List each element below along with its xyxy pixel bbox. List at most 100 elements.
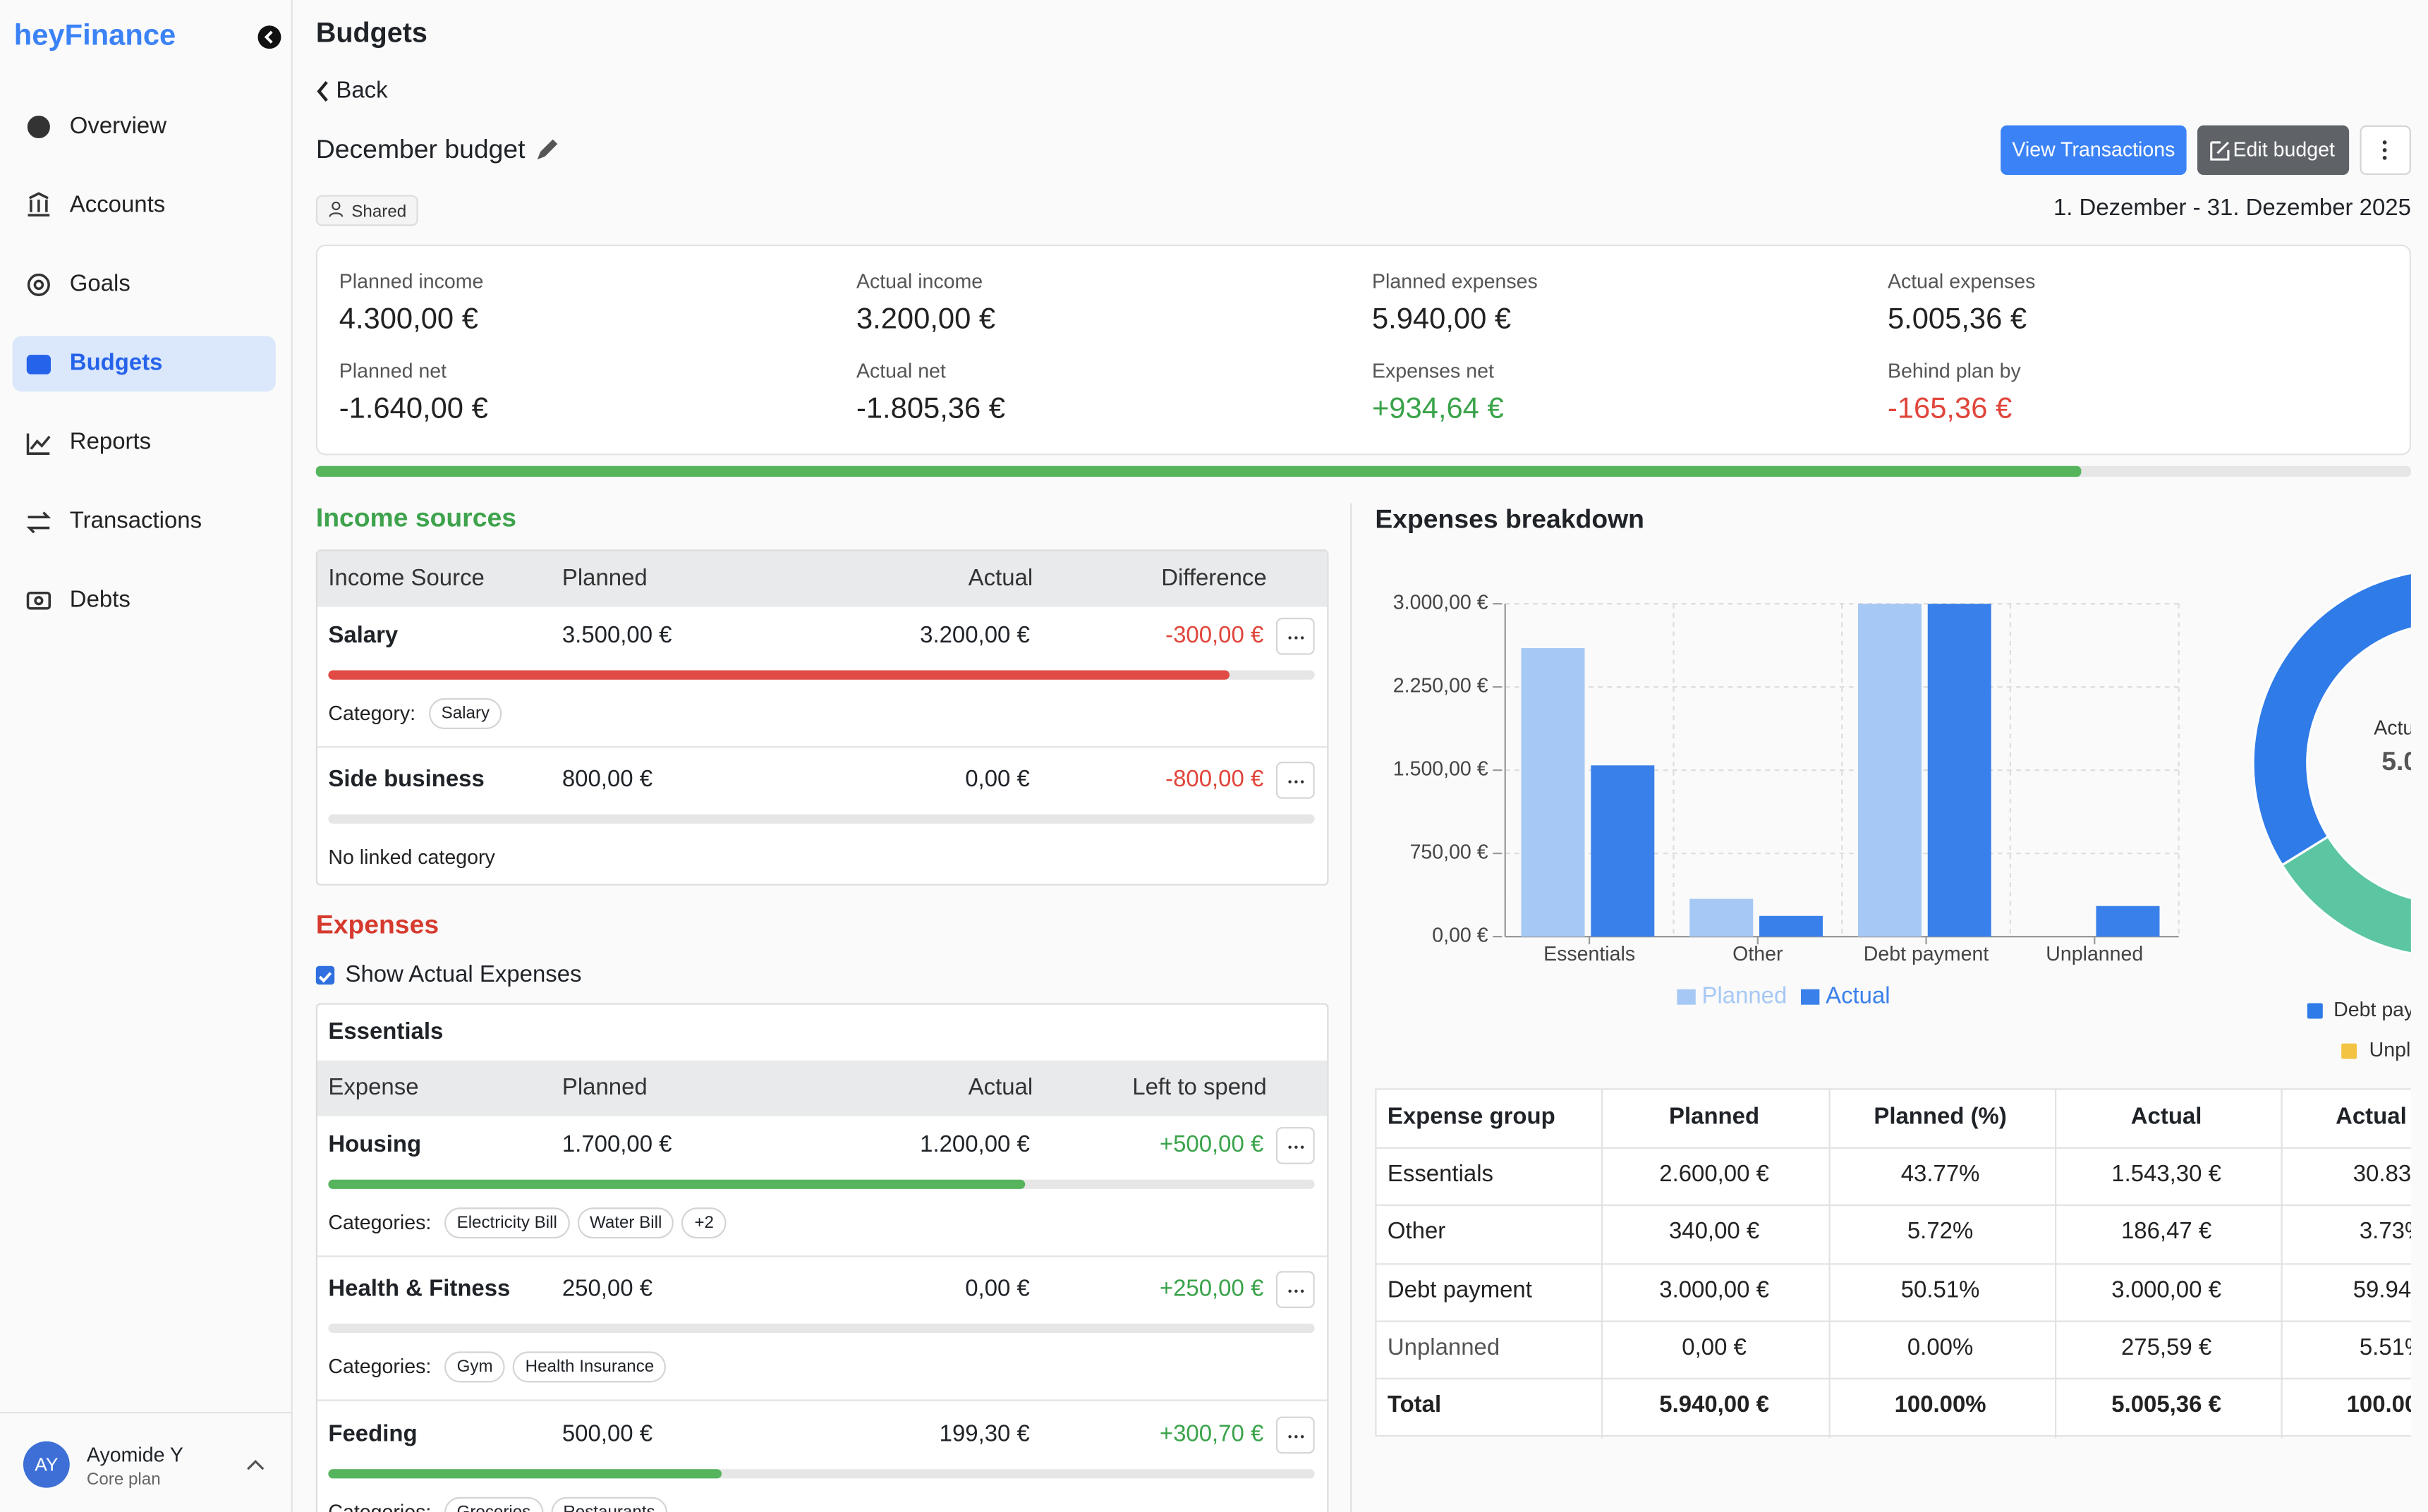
nav-item[interactable]: Overview xyxy=(69,113,167,140)
row-progress xyxy=(328,1469,722,1479)
table-cell: 340,00 € xyxy=(1668,1218,1760,1245)
table-cell: 5.940,00 € xyxy=(1659,1391,1769,1418)
table-cell: 43.77% xyxy=(1900,1161,1980,1188)
column-border xyxy=(1601,1090,1603,1439)
bar xyxy=(1689,898,1754,937)
column-header: Actual xyxy=(968,1074,1033,1101)
bar xyxy=(2096,906,2160,937)
view-transactions-button[interactable]: View Transactions xyxy=(2001,125,2187,176)
nav-item[interactable]: Debts xyxy=(69,586,130,614)
nav-item[interactable]: Transactions xyxy=(69,508,202,535)
row-actual: 1.200,00 € xyxy=(920,1131,1030,1159)
dot xyxy=(1294,780,1298,784)
button-label: View Transactions xyxy=(2012,138,2175,161)
group-title: Essentials xyxy=(328,1018,444,1045)
tag: +2 xyxy=(681,1207,727,1239)
tag: Salary xyxy=(429,698,502,729)
summary-value: -1.805,36 € xyxy=(856,393,1005,426)
table-cell: 5.005,36 € xyxy=(2111,1391,2221,1418)
avatar: AY xyxy=(23,1441,70,1488)
tag: Groceries xyxy=(444,1496,543,1512)
breakdown-table xyxy=(1375,1088,2411,1439)
budget-progress xyxy=(315,465,2082,477)
legend-swatch xyxy=(1677,989,1696,1005)
bar xyxy=(1927,604,1991,937)
tag: Health Insurance xyxy=(513,1351,667,1383)
column-header: Expense xyxy=(328,1074,419,1101)
row-menu-button[interactable] xyxy=(1275,1271,1315,1308)
table-cell: Essentials xyxy=(1387,1161,1493,1188)
row-name: Salary xyxy=(328,622,399,649)
column-border xyxy=(1828,1090,1831,1439)
chart-title: Expenses breakdown xyxy=(1375,504,1644,535)
table-header: Actual xyxy=(2130,1104,2202,1130)
dot xyxy=(1288,1145,1292,1149)
row-difference: -300,00 € xyxy=(1165,622,1264,649)
column-header: Planned xyxy=(562,565,648,592)
y-tick-label: 2.250,00 € xyxy=(1393,675,1488,697)
y-tick-label: 0,00 € xyxy=(1432,925,1488,947)
row-menu-button[interactable] xyxy=(1275,1416,1315,1454)
summary-label: Actual income xyxy=(856,269,983,293)
pencil-icon[interactable] xyxy=(537,139,558,160)
table-cell: 30.83% xyxy=(2353,1161,2411,1188)
show-actual-checkbox[interactable] xyxy=(315,965,335,985)
row-name: Side business xyxy=(328,766,485,793)
row-divider xyxy=(317,746,1328,748)
nav-item[interactable]: Reports xyxy=(69,429,152,456)
shared-badge: Shared xyxy=(315,195,418,226)
summary-value: -1.640,00 € xyxy=(339,393,488,426)
row-menu-button[interactable] xyxy=(1275,762,1315,799)
table-header xyxy=(317,1060,1328,1116)
tag: Electricity Bill xyxy=(444,1207,570,1239)
tag: Restaurants xyxy=(550,1496,668,1512)
row-divider xyxy=(317,1255,1328,1257)
summary-value: 4.300,00 € xyxy=(339,303,478,336)
table-cell: Unplanned xyxy=(1387,1334,1500,1361)
row-menu-button[interactable] xyxy=(1275,617,1315,655)
table-cell: 3.73% xyxy=(2359,1218,2411,1245)
table-header: Expense group xyxy=(1387,1104,1555,1130)
column-header: Planned xyxy=(562,1074,648,1101)
row-planned: 800,00 € xyxy=(562,766,653,793)
table-cell: 275,59 € xyxy=(2120,1334,2212,1361)
row-actual: 3.200,00 € xyxy=(920,622,1030,649)
bar xyxy=(1857,604,1922,937)
nav-item[interactable]: Goals xyxy=(69,271,130,298)
donut-legend-label: Unplanned xyxy=(2369,1039,2411,1061)
nav-item[interactable]: Budgets xyxy=(69,350,163,377)
row-border xyxy=(1376,1205,2411,1207)
section-title: Expenses xyxy=(315,910,439,940)
legend-label: Planned xyxy=(1702,982,1787,1008)
column-header: Left to spend xyxy=(1132,1074,1267,1101)
dot xyxy=(1294,636,1298,640)
bar xyxy=(1759,915,1823,937)
tag-list: Groceries Restaurants xyxy=(444,1496,668,1512)
table-cell: Total xyxy=(1387,1391,1442,1418)
summary-label: Planned income xyxy=(339,269,484,293)
row-planned: 3.500,00 € xyxy=(562,622,672,649)
edit-budget-button[interactable]: Edit budget xyxy=(2197,125,2350,176)
more-button[interactable] xyxy=(2360,125,2411,176)
back-link[interactable]: Back xyxy=(336,77,388,104)
table-cell: Other xyxy=(1387,1218,1446,1245)
table-header: Planned xyxy=(1669,1104,1760,1130)
y-tick-label: 1.500,00 € xyxy=(1393,758,1488,781)
dot xyxy=(1300,1289,1304,1293)
nav-item[interactable]: Accounts xyxy=(69,192,166,219)
tag: Gym xyxy=(444,1351,506,1383)
tag: Water Bill xyxy=(577,1207,674,1239)
checkbox-label[interactable]: Show Actual Expenses xyxy=(345,961,582,988)
row-menu-button[interactable] xyxy=(1275,1127,1315,1164)
row-actual: 0,00 € xyxy=(965,1275,1030,1303)
user-plan: Core plan xyxy=(86,1470,161,1489)
sidebar xyxy=(0,0,293,1512)
summary-card xyxy=(315,244,2411,456)
dot xyxy=(1300,1434,1304,1439)
tag-list: Gym Health Insurance xyxy=(444,1351,667,1383)
summary-value: 3.200,00 € xyxy=(856,303,996,336)
column-header: Actual xyxy=(968,565,1033,592)
dot xyxy=(1294,1434,1298,1439)
table-cell: 5.51% xyxy=(2359,1334,2411,1361)
